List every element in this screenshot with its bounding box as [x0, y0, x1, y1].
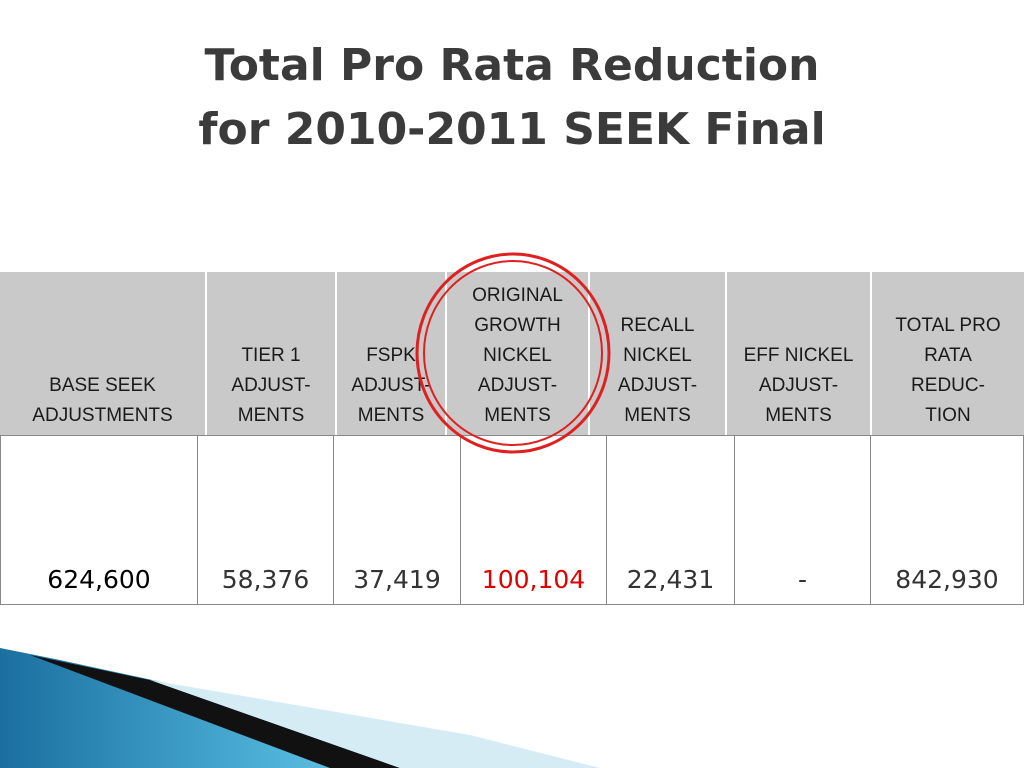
- data-cell: 22,431: [606, 435, 735, 605]
- header-cell: EFF NICKEL ADJUST- MENTS: [727, 272, 870, 435]
- header-cell: RECALL NICKEL ADJUST- MENTS: [590, 272, 725, 435]
- header-cell: FSPK ADJUST- MENTS: [337, 272, 445, 435]
- data-cell: 58,376: [197, 435, 334, 605]
- title-line: for 2010-2011 SEEK Final: [198, 104, 826, 155]
- title-line: Total Pro Rata Reduction: [204, 40, 820, 91]
- data-cell: 842,930: [870, 435, 1024, 605]
- data-cell: -: [734, 435, 871, 605]
- header-cell: TOTAL PRO RATA REDUC- TION: [872, 272, 1024, 435]
- data-cell: 624,600: [0, 435, 198, 605]
- swoosh: [30, 655, 400, 768]
- header-cell: TIER 1 ADJUST- MENTS: [207, 272, 335, 435]
- data-cell: 37,419: [333, 435, 461, 605]
- swoosh: [150, 680, 600, 768]
- swoosh: [0, 648, 560, 768]
- header-cell: ORIGINAL GROWTH NICKEL ADJUST- MENTS: [447, 272, 588, 435]
- header-cell: BASE SEEK ADJUSTMENTS: [0, 272, 205, 435]
- data-cell: 100,104: [460, 435, 607, 605]
